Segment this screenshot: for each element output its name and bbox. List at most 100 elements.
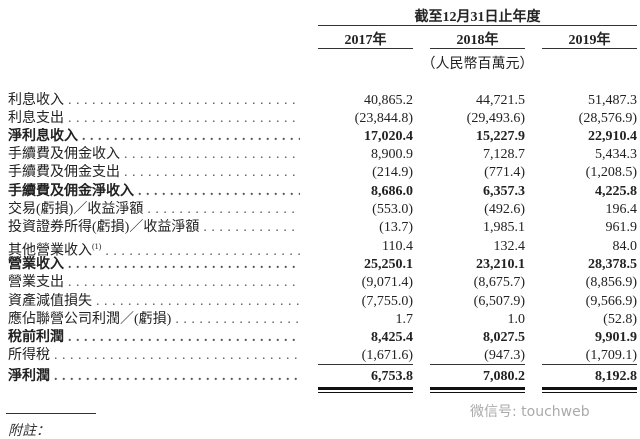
row-label-text: 手續費及佣金支出 (8, 165, 120, 180)
row-label: 營業收入 (8, 256, 300, 274)
value-2018: 44,721.5 (476, 93, 525, 108)
row-label-text: 營業支出 (8, 275, 64, 290)
value-2019: 4,225.8 (595, 184, 637, 199)
value-2019: 196.4 (605, 202, 638, 217)
row-label: 手續費及佣金支出 (8, 164, 300, 182)
table-row: 淨利潤 6,753.8 7,080.2 8,192.8 (8, 368, 638, 386)
value-2017: (7,755.0) (361, 294, 413, 309)
value-2017: (9,071.4) (361, 275, 413, 290)
row-label-text: 應佔聯營公司利潤／(虧損) (8, 312, 172, 327)
value-2019: 961.9 (605, 220, 638, 235)
value-2017: (23,844.8) (354, 111, 413, 126)
value-2018: 132.4 (493, 239, 526, 254)
value-2018: (492.6) (484, 202, 525, 217)
value-2019: (52.8) (603, 312, 637, 327)
table-row: 手續費及佣金收入 8,900.9 7,128.7 5,434.3 (8, 146, 638, 164)
divider (430, 364, 525, 365)
table-row: 其他營業收入(1) 110.4 132.4 84.0 (8, 238, 638, 259)
year-2018: 2018年 (456, 33, 499, 48)
footnote-marker: (1) (92, 242, 102, 251)
table-row: 手續費及佣金支出 (214.9) (771.4) (1,208.5) (8, 164, 638, 182)
row-label: 資產減值損失 (8, 293, 300, 311)
value-2017: (13.7) (379, 220, 413, 235)
value-2017: 8,686.0 (371, 184, 413, 199)
row-label-text: 利息收入 (8, 93, 64, 108)
row-label-text: 淨利潤 (8, 369, 50, 384)
value-2019: 22,910.4 (588, 129, 637, 144)
table-row: 手續費及佣金淨收入 8,686.0 6,357.3 4,225.8 (8, 183, 638, 201)
value-2019: (1,208.5) (585, 165, 637, 180)
row-label: 所得稅 (8, 347, 300, 365)
value-2017: 40,865.2 (364, 93, 413, 108)
row-label: 交易(虧損)／收益淨額 (8, 201, 300, 219)
value-2017: 8,425.4 (371, 330, 413, 345)
value-2018: 6,357.3 (483, 184, 525, 199)
year-2017: 2017年 (344, 33, 387, 48)
value-2017: (553.0) (372, 202, 413, 217)
row-label: 營業支出 (8, 274, 300, 292)
divider (430, 48, 525, 49)
divider (318, 364, 413, 365)
row-label: 利息支出 (8, 110, 300, 128)
double-underline (318, 392, 413, 393)
value-2018: (29,493.6) (466, 111, 525, 126)
year-2019: 2019年 (568, 33, 611, 48)
table-row: 交易(虧損)／收益淨額 (553.0) (492.6) 196.4 (8, 201, 638, 219)
row-label: 手續費及佣金收入 (8, 146, 300, 164)
value-2019: 9,901.9 (595, 330, 637, 345)
row-label-text: 營業收入 (8, 257, 64, 272)
table-row: 投資證券所得(虧損)／收益淨額 (13.7) 1,985.1 961.9 (8, 219, 638, 237)
divider (318, 25, 637, 26)
table-row: 淨利息收入 17,020.4 15,227.9 22,910.4 (8, 128, 638, 146)
row-label: 淨利潤 (8, 368, 300, 386)
value-2019: 28,378.5 (588, 257, 637, 272)
value-2017: 8,900.9 (371, 147, 413, 162)
value-2017: (214.9) (372, 165, 413, 180)
value-2019: 5,434.3 (595, 147, 637, 162)
row-label-text: 稅前利潤 (8, 330, 64, 345)
row-label-text: 淨利息收入 (8, 129, 78, 144)
value-2017: 6,753.8 (371, 369, 413, 384)
row-label: 手續費及佣金淨收入 (8, 183, 300, 201)
value-2018: 15,227.9 (476, 129, 525, 144)
table-row: 營業收入 25,250.1 23,210.1 28,378.5 (8, 256, 638, 274)
value-2019: 51,487.3 (588, 93, 637, 108)
double-underline (542, 392, 637, 393)
table-row: 所得稅 (1,671.6) (947.3) (1,709.1) (8, 347, 638, 365)
row-label-text: 利息支出 (8, 111, 64, 126)
row-label: 應佔聯營公司利潤／(虧損) (8, 311, 300, 329)
row-label-text: 投資證券所得(虧損)／收益淨額 (8, 220, 200, 235)
table-row: 營業支出 (9,071.4) (8,675.7) (8,856.9) (8, 274, 638, 292)
divider (542, 364, 637, 365)
row-label-text: 手續費及佣金收入 (8, 147, 120, 162)
value-2017: (1,671.6) (361, 348, 413, 363)
table-row: 利息支出 (23,844.8) (29,493.6) (28,576.9) (8, 110, 638, 128)
value-2017: 110.4 (382, 239, 413, 254)
row-label: 其他營業收入(1) (8, 238, 300, 261)
table-row: 資產減值損失 (7,755.0) (6,507.9) (9,566.9) (8, 293, 638, 311)
value-2017: 1.7 (395, 312, 414, 327)
row-label-text: 交易(虧損)／收益淨額 (8, 202, 144, 217)
divider (318, 48, 413, 49)
row-label-text: 其他營業收入 (8, 243, 92, 259)
value-2018: (947.3) (484, 348, 525, 363)
value-2018: (771.4) (484, 165, 525, 180)
value-2018: 8,027.5 (483, 330, 525, 345)
value-2019: (1,709.1) (585, 348, 637, 363)
watermark: 微信号: touchweb (470, 404, 590, 420)
unit-label: （人民幣百萬元） (421, 57, 534, 72)
double-underline (430, 387, 525, 390)
table-row: 稅前利潤 8,425.4 8,027.5 9,901.9 (8, 329, 638, 347)
footnote-label: 附註： (8, 424, 50, 439)
row-label-text: 所得稅 (8, 348, 50, 363)
value-2017: 25,250.1 (364, 257, 413, 272)
value-2018: (6,507.9) (473, 294, 525, 309)
footnote-divider (6, 413, 96, 414)
value-2019: 8,192.8 (595, 369, 637, 384)
value-2018: (8,675.7) (473, 275, 525, 290)
double-underline (542, 387, 637, 390)
double-underline (430, 392, 525, 393)
value-2017: 17,020.4 (364, 129, 413, 144)
row-label: 淨利息收入 (8, 128, 300, 146)
